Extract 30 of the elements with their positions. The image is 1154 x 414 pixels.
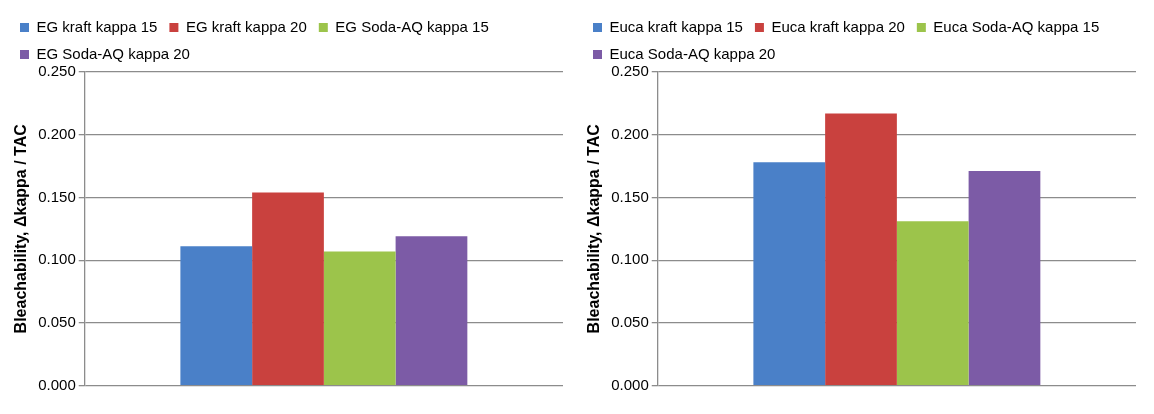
y-axis-title: Bleachability, Δkappa / TAC — [12, 123, 30, 334]
bar — [395, 236, 468, 385]
legend-label: EG Soda-AQ kappa 20 — [36, 44, 190, 62]
y-tick-label: 0.150 — [38, 187, 76, 205]
legend-label: EG kraft kappa 20 — [185, 17, 307, 35]
y-tick-label: 0.100 — [38, 250, 76, 268]
legend-label: EG kraft kappa 15 — [36, 17, 158, 35]
legend-label: EG Soda-AQ kappa 15 — [335, 17, 489, 35]
y-axis-title: Bleachability, Δkappa / TAC — [585, 123, 603, 334]
bar — [896, 221, 969, 385]
legend-label: Euca kraft kappa 20 — [771, 17, 905, 35]
y-tick-label: 0.050 — [611, 313, 649, 331]
y-tick-label: 0.200 — [611, 124, 649, 142]
bar — [753, 162, 826, 385]
y-tick-label: 0.050 — [38, 313, 76, 331]
y-tick-label: 0.250 — [611, 62, 649, 80]
bar — [968, 171, 1041, 385]
legend-label: Euca Soda-AQ kappa 20 — [609, 44, 776, 62]
y-tick-label: 0.150 — [611, 187, 649, 205]
y-tick-label: 0.100 — [611, 250, 649, 268]
y-tick-label: 0.200 — [38, 124, 76, 142]
legend-label: Euca Soda-AQ kappa 15 — [933, 17, 1100, 35]
y-tick-label: 0.250 — [38, 62, 76, 80]
bar — [180, 246, 253, 385]
y-tick-label: 0.000 — [611, 375, 649, 393]
legend-label: Euca kraft kappa 15 — [609, 17, 743, 35]
bar — [323, 251, 396, 385]
bar — [252, 192, 324, 385]
y-tick-label: 0.000 — [38, 375, 76, 393]
bar — [825, 113, 897, 385]
